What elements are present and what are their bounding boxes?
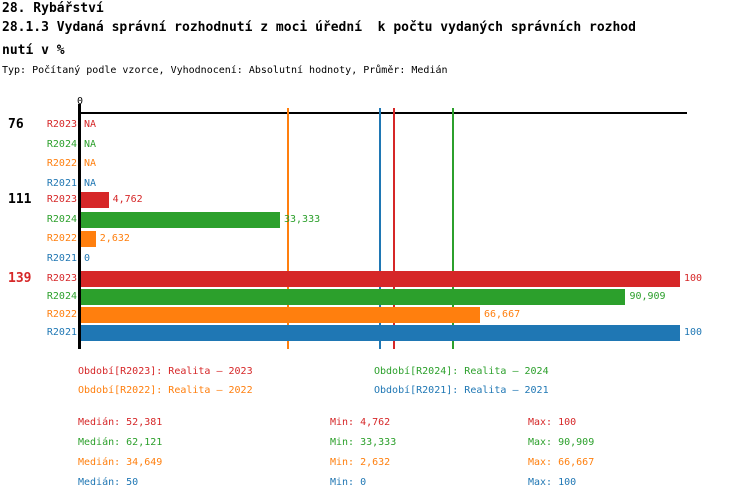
stat-max-R2024: Max: 90,909 xyxy=(528,437,595,448)
series-label-R2024: R2024 xyxy=(46,138,77,150)
bar-value-76-R2023: NA xyxy=(84,119,97,130)
group-label-139: 139 xyxy=(8,271,32,286)
bar-value-76-R2021: NA xyxy=(84,178,97,190)
chart-row-76-R2021: R2021 NA xyxy=(0,176,750,192)
median-line-R2021 xyxy=(379,108,381,349)
chart-row-139-R2022: R2022 66,667 xyxy=(0,307,750,323)
group-label-111: 111 xyxy=(8,192,32,207)
bar-value-76-R2022: NA xyxy=(84,158,97,170)
series-label-R2021: R2021 xyxy=(46,178,77,190)
chart-row-139-R2024: R2024 90,909 xyxy=(0,289,750,305)
series-label-R2023: R2023 xyxy=(46,194,77,205)
bar-111-R2023 xyxy=(81,192,109,208)
chart-row-76-R2024: R2024 NA xyxy=(0,137,750,153)
bar-value-111-R2023: 4,762 xyxy=(112,194,143,205)
chart-row-111-R2023: R2023 4,762 xyxy=(0,192,750,208)
series-label-R2022: R2022 xyxy=(46,158,77,170)
title-line-1: 28. Rybářství xyxy=(2,1,104,16)
legend-item-R2021: Období[R2021]: Realita – 2021 xyxy=(374,385,549,396)
series-label-R2022: R2022 xyxy=(46,233,77,245)
chart-row-111-R2022: R2022 2,632 xyxy=(0,231,750,248)
chart-row-76-R2022: R2022 NA xyxy=(0,156,750,172)
bar-139-R2024 xyxy=(81,289,626,305)
bar-139-R2021 xyxy=(81,325,680,341)
chart-row-139-R2021: R2021 100 xyxy=(0,325,750,341)
stat-max-R2022: Max: 66,667 xyxy=(528,457,595,468)
series-label-R2021: R2021 xyxy=(46,252,77,264)
chart-row-139-R2023: R2023 100 xyxy=(0,271,750,287)
stat-min-R2024: Min: 33,333 xyxy=(330,437,397,448)
chart-row-111-R2021: R2021 0 xyxy=(0,251,750,267)
bar-value-111-R2021: 0 xyxy=(84,252,91,264)
legend-item-R2024: Období[R2024]: Realita – 2024 xyxy=(374,366,549,377)
bar-value-76-R2024: NA xyxy=(84,138,97,150)
bar-value-139-R2021: 100 xyxy=(684,327,703,338)
legend-item-R2022: Období[R2022]: Realita – 2022 xyxy=(78,385,253,396)
series-label-R2023: R2023 xyxy=(46,119,77,130)
median-line-R2024 xyxy=(451,108,454,349)
bar-value-139-R2024: 90,909 xyxy=(629,291,666,302)
bar-139-R2023 xyxy=(81,271,680,287)
title-line-2: 28.1.3 Vydaná správní rozhodnutí z moci … xyxy=(2,20,636,35)
legend-item-R2023: Období[R2023]: Realita – 2023 xyxy=(78,366,253,377)
series-label-R2024: R2024 xyxy=(46,213,77,225)
bar-111-R2022 xyxy=(81,231,96,248)
chart-row-76-R2023: R2023 NA xyxy=(0,117,750,133)
series-label-R2022: R2022 xyxy=(46,309,77,320)
stat-min-R2023: Min: 4,762 xyxy=(330,417,391,428)
median-line-R2023 xyxy=(393,108,396,349)
stat-median-R2021: Medián: 50 xyxy=(78,477,139,488)
stat-median-R2024: Medián: 62,121 xyxy=(78,437,163,448)
y-axis-line xyxy=(78,104,81,349)
meta-line: Typ: Počítaný podle vzorce, Vyhodnocení:… xyxy=(2,65,448,76)
bar-111-R2024 xyxy=(81,211,280,228)
bar-value-111-R2022: 2,632 xyxy=(99,233,130,245)
title-line-3: nutí v % xyxy=(2,43,65,58)
bar-value-139-R2022: 66,667 xyxy=(484,309,521,320)
bar-value-111-R2024: 33,333 xyxy=(283,213,321,225)
stat-median-R2022: Medián: 34,649 xyxy=(78,457,163,468)
bar-139-R2022 xyxy=(81,307,480,323)
series-label-R2024: R2024 xyxy=(46,291,77,302)
chart-row-111-R2024: R2024 33,333 xyxy=(0,211,750,228)
bar-value-139-R2023: 100 xyxy=(684,273,703,284)
stat-min-R2021: Min: 0 xyxy=(330,477,367,488)
group-label-76: 76 xyxy=(8,117,24,132)
x-axis-line xyxy=(80,112,687,114)
median-line-R2022 xyxy=(286,108,289,349)
stat-median-R2023: Medián: 52,381 xyxy=(78,417,163,428)
series-label-R2021: R2021 xyxy=(46,327,77,338)
axis-tick-zero-label: 0 xyxy=(77,96,84,107)
stat-max-R2023: Max: 100 xyxy=(528,417,577,428)
stat-min-R2022: Min: 2,632 xyxy=(330,457,391,468)
stat-max-R2021: Max: 100 xyxy=(528,477,577,488)
series-label-R2023: R2023 xyxy=(46,273,77,284)
